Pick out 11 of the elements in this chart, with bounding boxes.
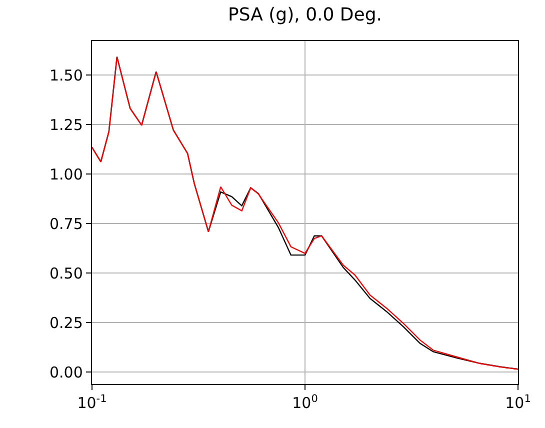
- y-tick-label: 0.25: [49, 314, 83, 332]
- x-tick-label: 10$^{1}$: [505, 392, 531, 412]
- y-tick-label: 0.00: [49, 363, 83, 382]
- x-tick-label: 10$^{0}$: [292, 392, 318, 412]
- y-tick-label: 1.00: [49, 165, 83, 184]
- y-tick-label: 1.50: [49, 66, 83, 84]
- x-tick-label: 10$^{-1}$: [77, 392, 107, 412]
- y-tick-label: 0.75: [49, 214, 83, 233]
- y-tick-label: 1.25: [49, 116, 83, 134]
- y-tick-label: 0.50: [49, 264, 83, 282]
- chart-title: PSA (g), 0.0 Deg.: [228, 4, 382, 26]
